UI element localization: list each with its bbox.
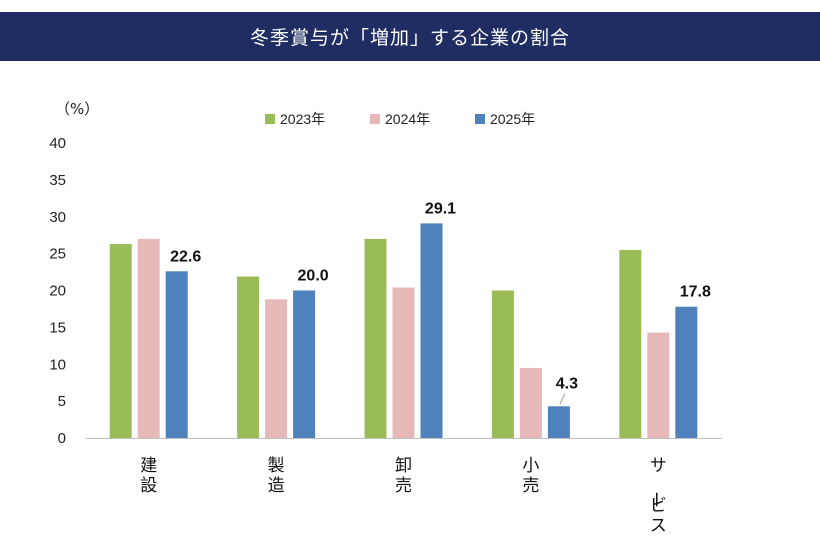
y-axis-unit-label: （%） — [55, 100, 99, 118]
y-tick-label: 0 — [58, 430, 66, 447]
category-label: 卸売 — [395, 456, 412, 496]
y-tick-label: 25 — [49, 246, 66, 263]
data-label: 29.1 — [425, 200, 456, 217]
bar-2023年-サービス — [619, 249, 642, 438]
y-tick-label: 40 — [49, 135, 66, 152]
legend-swatch — [370, 114, 380, 124]
y-tick-label: 5 — [58, 393, 66, 410]
data-label-leader-line — [559, 393, 566, 405]
legend-swatch — [475, 114, 485, 124]
legend-label: 2025年 — [490, 111, 535, 127]
data-label: 17.8 — [680, 284, 711, 301]
bar-2023年-建設 — [109, 244, 132, 438]
bar-2025年-卸売 — [420, 223, 443, 438]
y-tick-label: 10 — [49, 356, 66, 373]
bar-2024年-建設 — [137, 238, 160, 438]
y-tick-label: 35 — [49, 172, 66, 189]
bar-2024年-サービス — [647, 332, 670, 438]
category-label: サービス — [645, 456, 667, 536]
legend-swatch — [265, 114, 275, 124]
data-label: 4.3 — [556, 375, 578, 392]
y-tick-label: 15 — [49, 319, 66, 336]
y-tick-label: 20 — [49, 283, 66, 300]
legend-label: 2023年 — [280, 111, 325, 127]
legend-label: 2024年 — [385, 111, 430, 127]
data-label: 20.0 — [298, 268, 329, 285]
chart-title: 冬季賞与が「増加」する企業の割合 — [0, 12, 820, 61]
category-label: 小売 — [522, 456, 539, 496]
bar-2023年-製造 — [237, 276, 260, 438]
bar-2024年-製造 — [265, 299, 288, 438]
bar-2025年-建設 — [165, 271, 188, 438]
category-label: 建設 — [140, 456, 157, 496]
bar-2023年-卸売 — [364, 238, 387, 438]
category-label: 製造 — [268, 456, 285, 496]
bar-2023年-小売 — [491, 290, 514, 438]
bar-2024年-卸売 — [392, 287, 415, 438]
bar-2024年-小売 — [519, 367, 542, 438]
bar-2025年-サービス — [675, 306, 698, 438]
data-label: 22.6 — [170, 248, 201, 265]
bar-2025年-製造 — [293, 290, 316, 438]
y-tick-label: 30 — [49, 209, 66, 226]
bar-2025年-小売 — [547, 406, 570, 438]
